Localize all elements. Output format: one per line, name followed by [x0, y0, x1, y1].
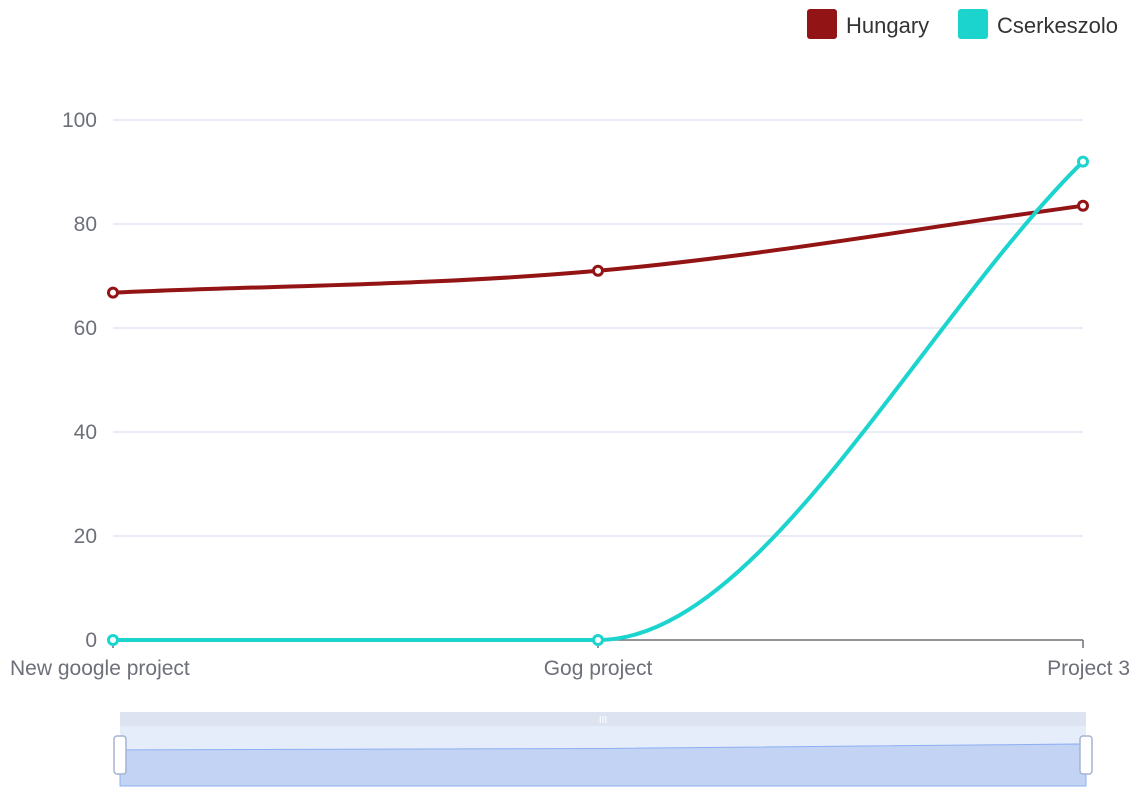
data-zoom-drag-grip: III	[599, 715, 607, 726]
data-point-cserkeszolo[interactable]	[592, 634, 604, 646]
y-tick-label: 20	[74, 525, 97, 548]
series-hungary	[107, 199, 1089, 299]
data-point-hungary[interactable]	[107, 286, 119, 299]
data-point-cserkeszolo[interactable]	[107, 634, 119, 646]
data-zoom-right-handle[interactable]	[1079, 735, 1093, 775]
grid-lines	[113, 119, 1083, 537]
x-tick-label: Gog project	[544, 657, 653, 680]
data-point-cserkeszolo[interactable]	[1077, 155, 1089, 168]
series-layer	[107, 155, 1089, 646]
series-line-cserkeszolo	[111, 159, 1085, 643]
legend-item-hungary[interactable]: Hungary	[807, 9, 929, 39]
legend-swatch-cserkeszolo	[958, 9, 988, 39]
y-tick-label: 0	[85, 629, 97, 652]
legend-item-cserkeszolo[interactable]: Cserkeszolo	[958, 9, 1118, 39]
legend-label-hungary: Hungary	[846, 13, 929, 38]
y-tick-label: 100	[62, 109, 97, 132]
x-tick-label: New google project	[10, 657, 190, 680]
x-axis: New google project Gog project Project 3	[10, 639, 1130, 680]
y-axis: 0 20 40 60 80 100	[62, 109, 97, 652]
legend-label-cserkeszolo: Cserkeszolo	[997, 13, 1118, 38]
data-point-hungary[interactable]	[592, 264, 604, 277]
series-line-hungary	[111, 203, 1085, 295]
data-zoom-slider[interactable]: III	[113, 712, 1093, 787]
y-tick-label: 40	[74, 421, 97, 444]
y-tick-label: 80	[74, 213, 97, 236]
legend: Hungary Cserkeszolo	[807, 9, 1118, 39]
y-tick-label: 60	[74, 317, 97, 340]
series-cserkeszolo	[107, 155, 1089, 646]
data-zoom-left-handle[interactable]	[113, 735, 127, 775]
x-tick-label: Project 3	[1047, 657, 1130, 680]
legend-swatch-hungary	[807, 9, 837, 39]
data-zoom-drag-bar[interactable]	[120, 712, 1086, 726]
data-point-hungary[interactable]	[1077, 199, 1089, 212]
